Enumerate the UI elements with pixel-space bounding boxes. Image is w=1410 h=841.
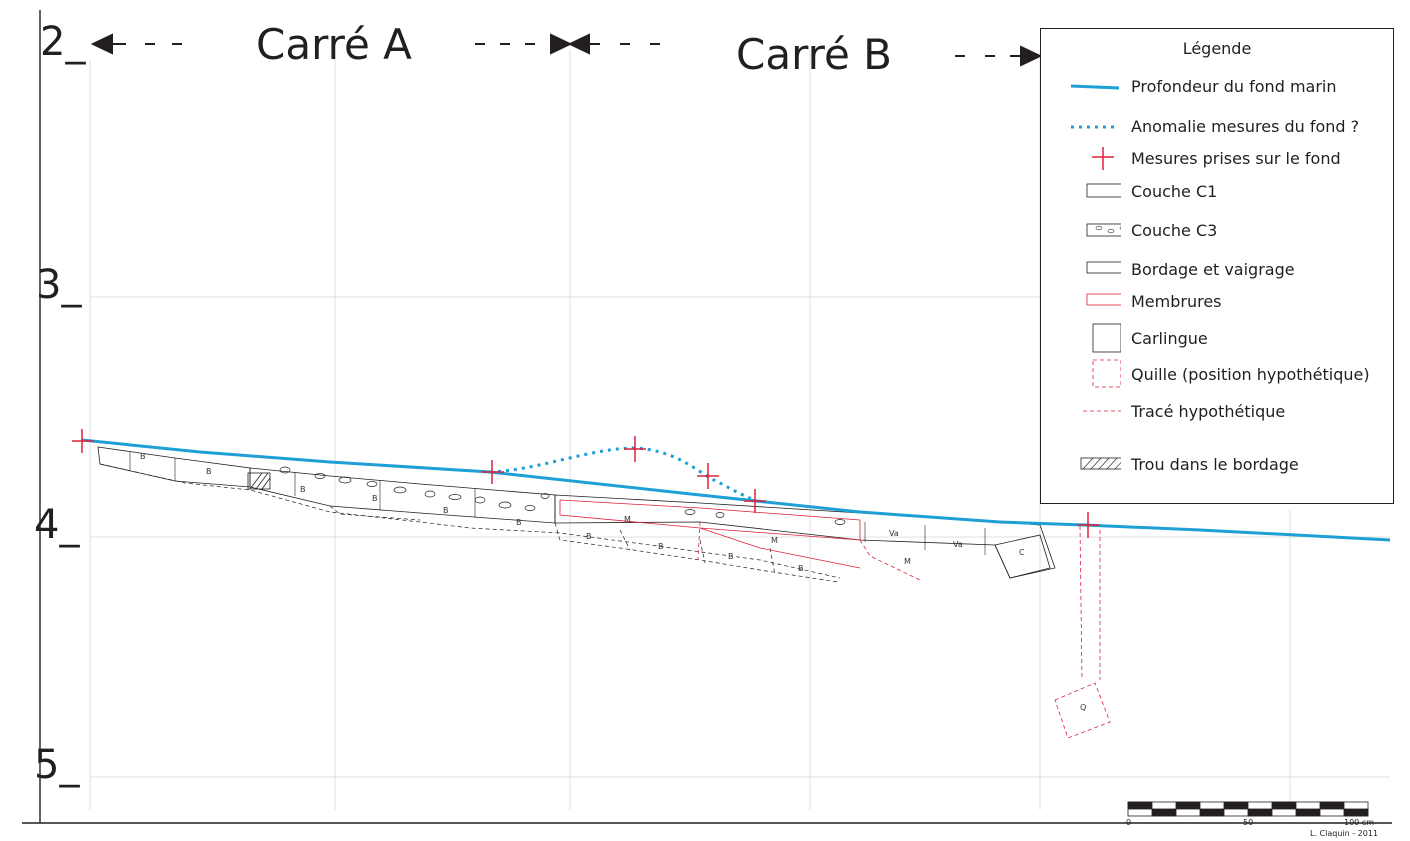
legend-label-measure: Mesures prises sur le fond [1131, 149, 1341, 168]
piece-label-q: Q [1080, 703, 1087, 712]
square-b-title: Carré B [736, 30, 892, 79]
legend-item-quille: Quille (position hypothétique) [1041, 359, 1395, 389]
piece-label-va: Va [889, 529, 899, 538]
piece-label-b: B [140, 452, 146, 461]
piece-label-m: M [904, 557, 911, 566]
legend-item-c1: Couche C1 [1041, 176, 1395, 206]
piece-label-b: B [728, 552, 734, 561]
dashed-strakes [99, 463, 841, 583]
seafloor-line [81, 438, 1391, 542]
piece-label-b: B [658, 542, 664, 551]
depth-label-5: 5_ [34, 742, 80, 788]
legend-label-c3: Couche C3 [1131, 221, 1218, 240]
piece-label-b: B [372, 494, 378, 503]
legend-label-trace: Tracé hypothétique [1131, 402, 1286, 421]
scale-bar [1127, 801, 1369, 817]
hull-structure [97, 446, 1111, 739]
scale-tick-0: 0 [1126, 818, 1132, 827]
anomaly-line-icon [1071, 125, 1119, 129]
frames [559, 499, 921, 581]
scale-tick-100: 100 cm [1344, 818, 1375, 827]
piece-label-b: B [300, 485, 306, 494]
seafloor [72, 429, 1391, 542]
measure-points [72, 429, 1099, 538]
trou-hatch-icon [1080, 457, 1121, 470]
piece-label-b: B [443, 506, 449, 515]
strake-joints [129, 451, 986, 555]
legend-item-membrures: Membrures [1041, 286, 1395, 316]
frame [22, 10, 1392, 824]
piece-label-b: B [206, 467, 212, 476]
square-a-title: Carré A [256, 20, 412, 69]
piece-label-b: B [586, 532, 592, 541]
legend-label-quille: Quille (position hypothétique) [1131, 365, 1370, 384]
square-arrows [90, 33, 1043, 67]
legend-item-c3: Couche C3 [1041, 215, 1395, 245]
trace-line-icon [1083, 410, 1121, 412]
legend-label-seafloor: Profondeur du fond marin [1131, 77, 1337, 96]
strakes [97, 446, 1056, 579]
piece-label-va: Va [953, 540, 963, 549]
legend-item-carlingue: Carlingue [1041, 323, 1395, 353]
carlingue-swatch-icon [1092, 323, 1121, 353]
piece-label-c: C [1019, 548, 1025, 557]
depth-label-2: 2_ [40, 19, 86, 65]
layer-c1-swatch-icon [1086, 183, 1121, 198]
legend-title: Légende [1182, 39, 1252, 58]
anomaly-line [489, 446, 756, 502]
legend-item-trou: Trou dans le bordage [1041, 449, 1395, 479]
author-credit: L. Claquin - 2011 [1310, 829, 1379, 838]
depth-label-3: 3_ [36, 262, 82, 308]
piece-label-m: M [771, 536, 778, 545]
hole-in-strake [247, 472, 271, 490]
legend-label-membrures: Membrures [1131, 292, 1222, 311]
legend-label-c1: Couche C1 [1131, 182, 1218, 201]
legend-item-seafloor: Profondeur du fond marin [1041, 71, 1395, 101]
legend-item-bordage: Bordage et vaigrage [1041, 254, 1395, 284]
quille-swatch-icon [1092, 359, 1121, 388]
piece-label-b: B [516, 518, 522, 527]
membrures-swatch-icon [1086, 293, 1121, 306]
scale-tick-50: 50 [1243, 818, 1254, 827]
legend-label-trou: Trou dans le bordage [1131, 455, 1299, 474]
measure-cross-icon [1092, 147, 1114, 170]
legend-label-anomaly: Anomalie mesures du fond ? [1131, 117, 1360, 136]
piece-label-m: M [624, 515, 631, 524]
piece-label-b: B [798, 564, 804, 573]
layer-c3-pebbles [279, 466, 846, 525]
legend-item-measure: Mesures prises sur le fond [1041, 143, 1395, 173]
bordage-swatch-icon [1086, 261, 1121, 274]
depth-label-4: 4_ [34, 502, 80, 548]
legend: Légende Profondeur du fond marin Anomali… [1040, 28, 1394, 504]
legend-item-anomaly: Anomalie mesures du fond ? [1041, 111, 1395, 141]
layer-c3-swatch-icon [1086, 223, 1121, 237]
legend-label-bordage: Bordage et vaigrage [1131, 260, 1295, 279]
legend-label-carlingue: Carlingue [1131, 329, 1208, 348]
seafloor-line-icon [1070, 84, 1120, 90]
keelson [994, 534, 1051, 579]
legend-item-trace: Tracé hypothétique [1041, 396, 1395, 426]
